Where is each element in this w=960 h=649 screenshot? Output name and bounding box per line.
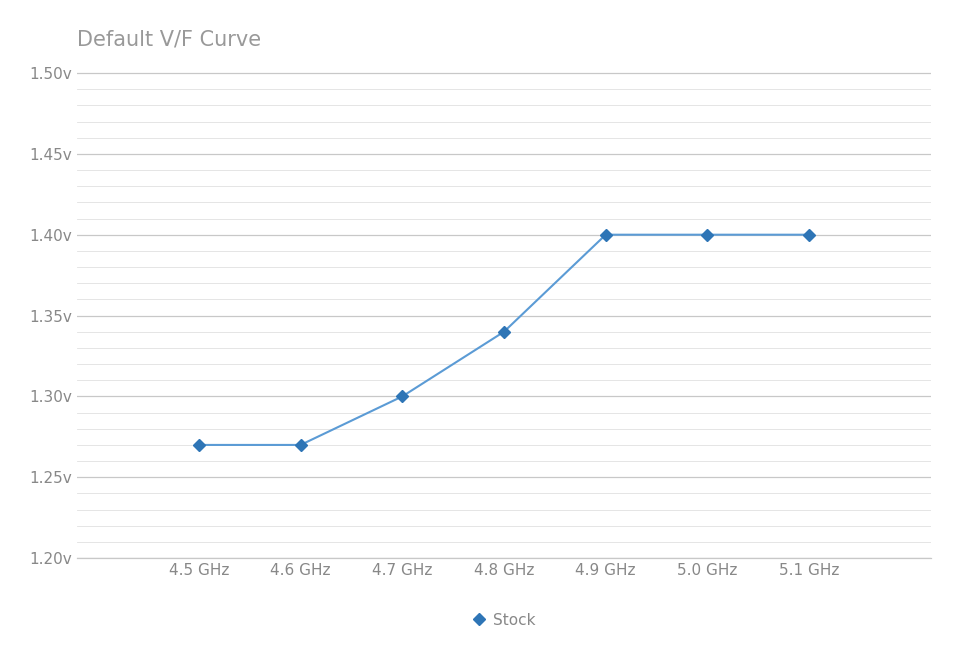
Text: Default V/F Curve: Default V/F Curve [77, 29, 261, 49]
Legend: Stock: Stock [467, 607, 541, 634]
